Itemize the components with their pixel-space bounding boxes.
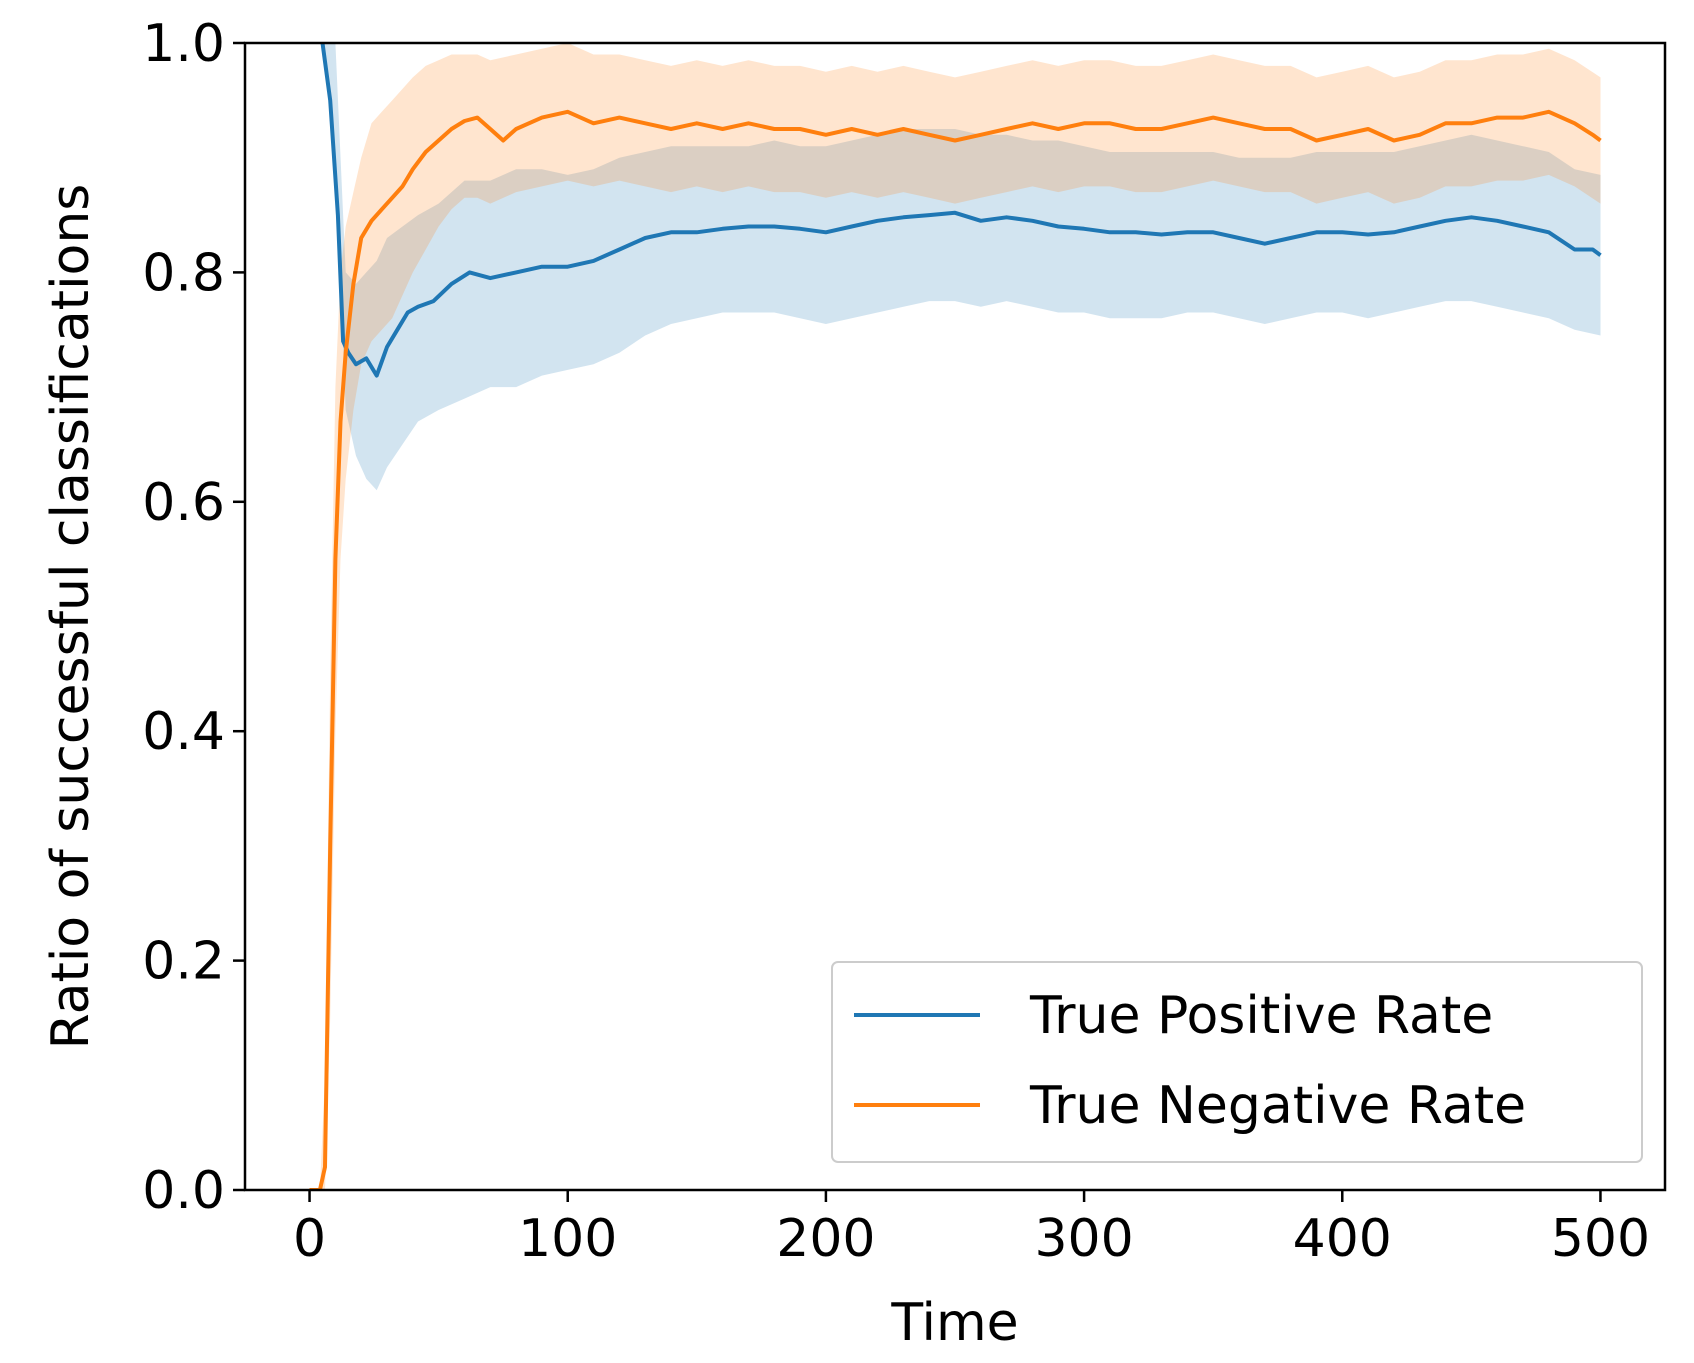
line-true-positive-rate — [320, 43, 1602, 378]
x-axis-ticks: 0 100 200 300 400 500 — [293, 1190, 1650, 1269]
y-tick-label-1.0: 1.0 — [142, 14, 225, 74]
line-true-negative-rate — [309, 109, 1602, 1190]
x-tick-label-100: 100 — [518, 1209, 617, 1269]
legend-label-true-negative-rate: True Negative Rate — [1029, 1076, 1526, 1136]
x-tick-label-0: 0 — [293, 1209, 326, 1269]
y-axis-label: Ratio of successful classifications — [41, 184, 101, 1050]
x-tick-label-500: 500 — [1551, 1209, 1650, 1269]
x-tick-label-200: 200 — [776, 1209, 875, 1269]
confidence-bands — [309, 43, 1601, 1190]
legend: True Positive Rate True Negative Rate — [831, 961, 1643, 1163]
legend-label-true-positive-rate: True Positive Rate — [1029, 986, 1493, 1046]
x-axis-label: Time — [890, 1293, 1018, 1353]
y-axis-ticks: 0.0 0.2 0.4 0.6 0.8 1.0 — [142, 14, 245, 1221]
y-tick-label-0.4: 0.4 — [142, 702, 225, 762]
band-true-negative-rate — [309, 43, 1601, 1190]
legend-box — [831, 961, 1643, 1163]
x-tick-label-400: 400 — [1293, 1209, 1392, 1269]
y-tick-label-0.2: 0.2 — [142, 932, 225, 992]
y-tick-label-0.0: 0.0 — [142, 1161, 225, 1221]
series-lines — [309, 43, 1602, 1190]
band-true-positive-rate — [322, 43, 1601, 491]
y-tick-label-0.6: 0.6 — [142, 473, 225, 533]
x-tick-label-300: 300 — [1034, 1209, 1133, 1269]
plot-frame — [243, 41, 1667, 1192]
y-tick-label-0.8: 0.8 — [142, 243, 225, 303]
